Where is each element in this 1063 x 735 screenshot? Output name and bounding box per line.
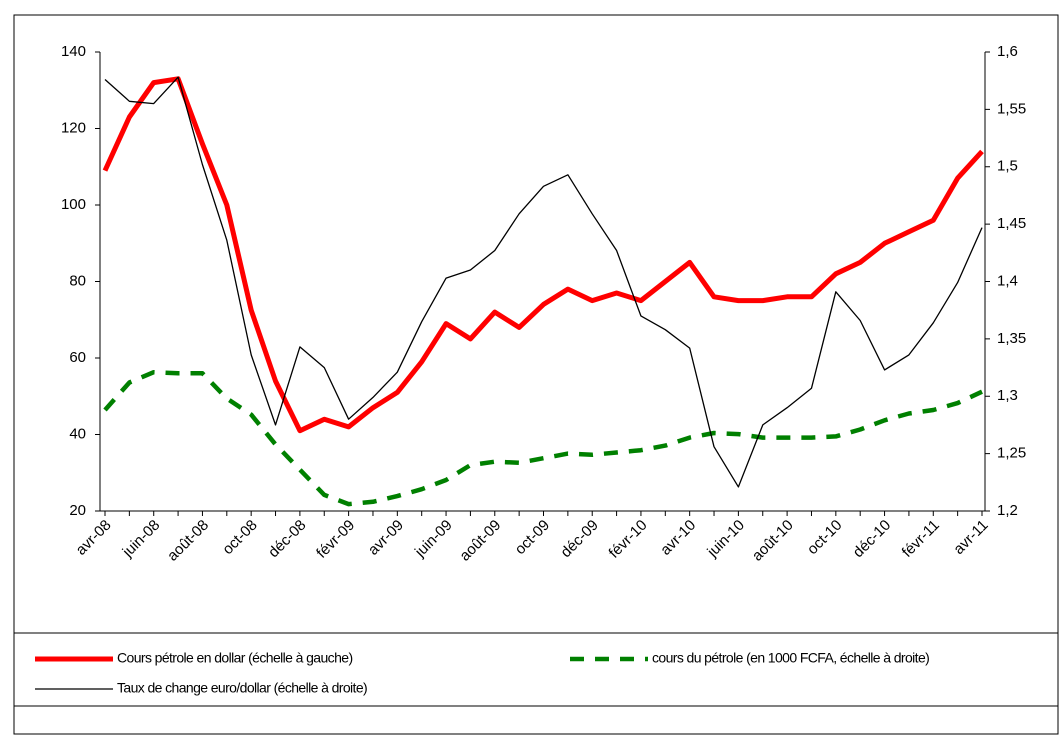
series-line — [102, 76, 984, 434]
y2-tick-label: 1,2 — [997, 502, 1018, 519]
legend-label: Cours pétrole en dollar (échelle à gauch… — [117, 650, 353, 666]
chart-frame — [13, 14, 1059, 735]
series-line — [103, 369, 983, 507]
y-tick-label: 60 — [69, 349, 86, 366]
y2-tick-label: 1,45 — [997, 215, 1026, 232]
y-tick-label: 100 — [61, 196, 86, 213]
y-tick-label: 140 — [61, 43, 86, 60]
y2-tick-label: 1,6 — [997, 43, 1018, 60]
y-tick-label: 120 — [61, 119, 86, 136]
series-line — [104, 76, 983, 488]
y-tick-label: 20 — [69, 502, 86, 519]
y-tick-label: 80 — [69, 272, 86, 289]
legend-label: Taux de change euro/dollar (échelle à dr… — [117, 680, 367, 696]
y2-tick-label: 1,3 — [997, 387, 1018, 404]
y2-tick-label: 1,55 — [997, 100, 1026, 117]
y2-tick-label: 1,25 — [997, 445, 1026, 462]
y2-tick-label: 1,4 — [997, 272, 1018, 289]
y2-tick-label: 1,35 — [997, 330, 1026, 347]
legend-label: cours du pétrole (en 1000 FCFA, échelle … — [652, 650, 929, 666]
y2-tick-label: 1,5 — [997, 158, 1018, 175]
y-tick-label: 40 — [69, 425, 86, 442]
